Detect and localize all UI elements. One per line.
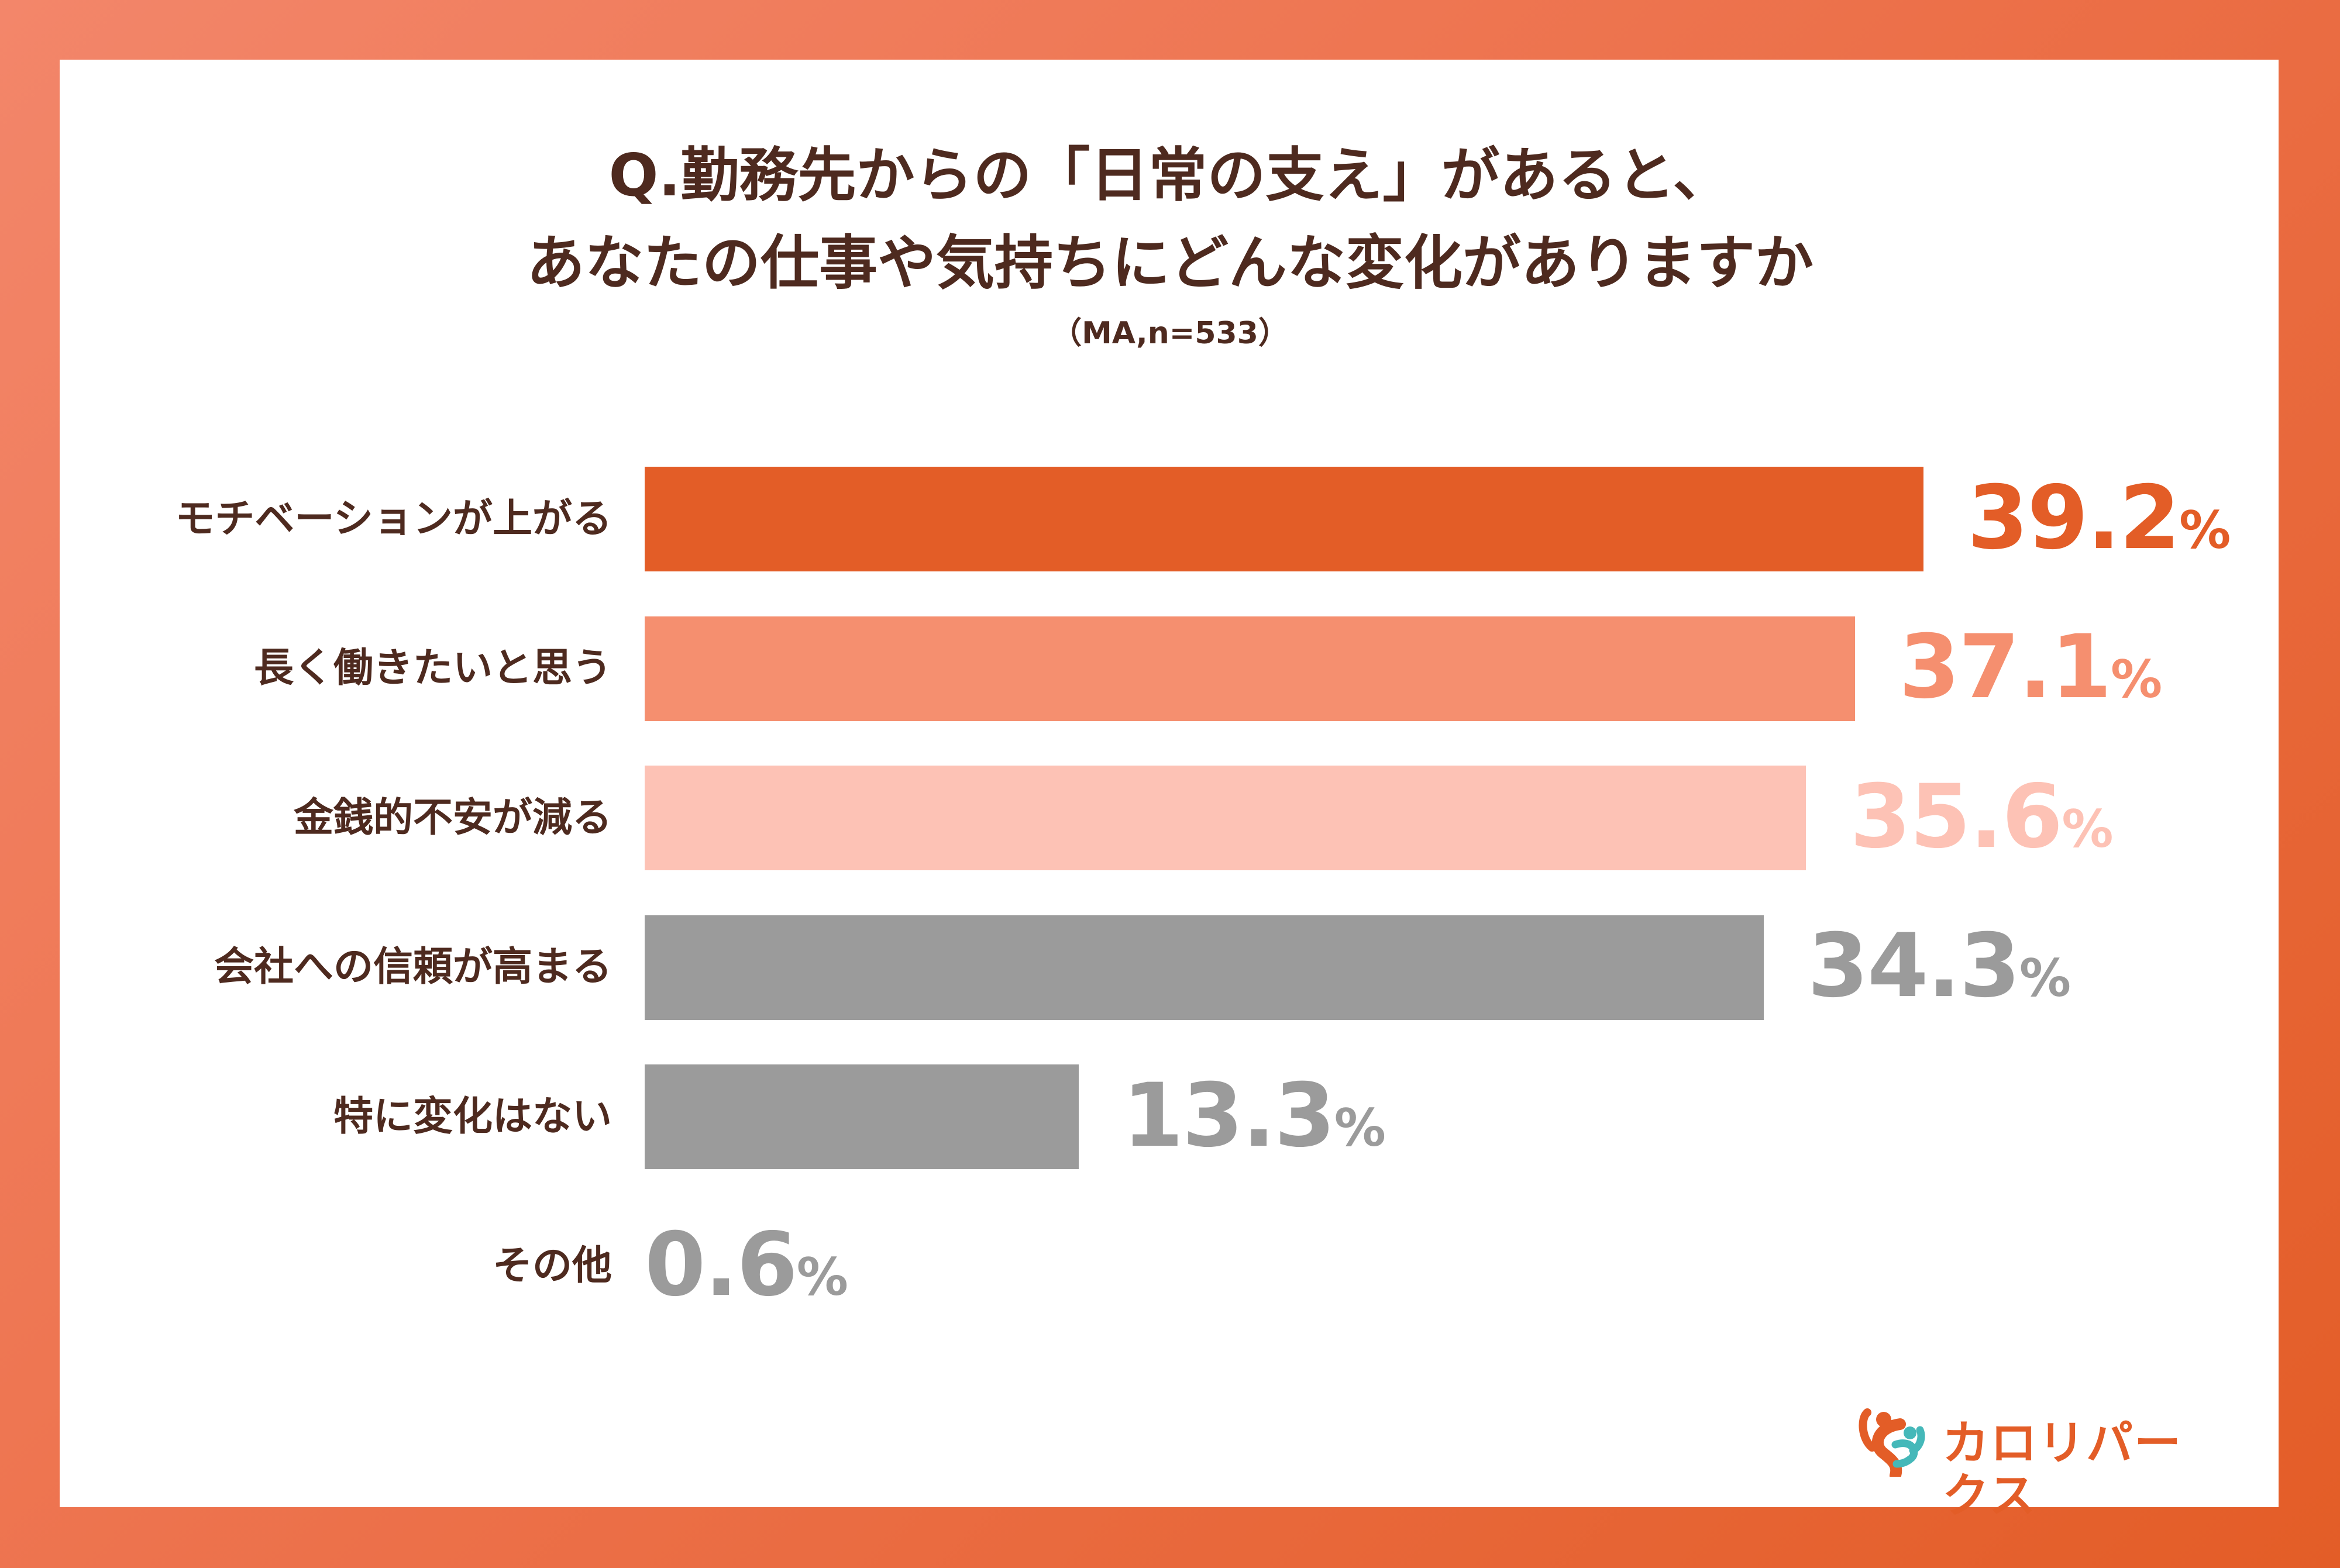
value-unit: %: [2179, 499, 2231, 560]
value-number: 0.6: [645, 1214, 798, 1316]
bar: [645, 915, 1764, 1020]
value-label: 34.3%: [1807, 914, 2071, 1031]
value-label: 39.2%: [1967, 466, 2231, 583]
bar: [645, 467, 1923, 571]
value-label: 13.3%: [1122, 1063, 1386, 1181]
category-label: 金銭的不安が減る: [293, 794, 612, 841]
value-number: 37.1: [1898, 616, 2112, 718]
value-label: 35.6%: [1850, 764, 2113, 882]
value-number: 35.6: [1850, 766, 2063, 868]
value-label: 0.6%: [645, 1212, 848, 1330]
category-label: その他: [492, 1243, 612, 1289]
category-label: モチベーションが上がる: [175, 495, 612, 542]
chart-title: Q.勤務先からの「日常の支え」があると、: [608, 141, 1732, 209]
value-unit: %: [2019, 948, 2071, 1008]
value-number: 34.3: [1807, 915, 2021, 1017]
chart-title-line2: あなたの仕事や気持ちにどんな変化がありますか: [526, 229, 1814, 297]
category-label: 特に変化はない: [333, 1093, 612, 1140]
value-unit: %: [2110, 649, 2162, 709]
value-number: 39.2: [1967, 467, 2180, 569]
value-unit: %: [1334, 1097, 1386, 1158]
value-unit: %: [796, 1247, 848, 1307]
bar: [645, 766, 1806, 870]
bar: [645, 616, 1855, 721]
value-unit: %: [2062, 798, 2113, 859]
logo-mark-icon: [1859, 1408, 1925, 1481]
logo-text: カロリパークス: [1942, 1416, 2182, 1523]
brand-logo: カロリパークス: [1854, 1407, 2205, 1522]
category-label: 長く働きたいと思う: [253, 645, 612, 691]
chart-subtitle: （MA,n=533）: [1051, 316, 1289, 351]
bar: [645, 1064, 1079, 1169]
value-label: 37.1%: [1898, 615, 2162, 732]
value-number: 13.3: [1122, 1064, 1336, 1167]
category-label: 会社への信頼が高まる: [214, 944, 612, 990]
